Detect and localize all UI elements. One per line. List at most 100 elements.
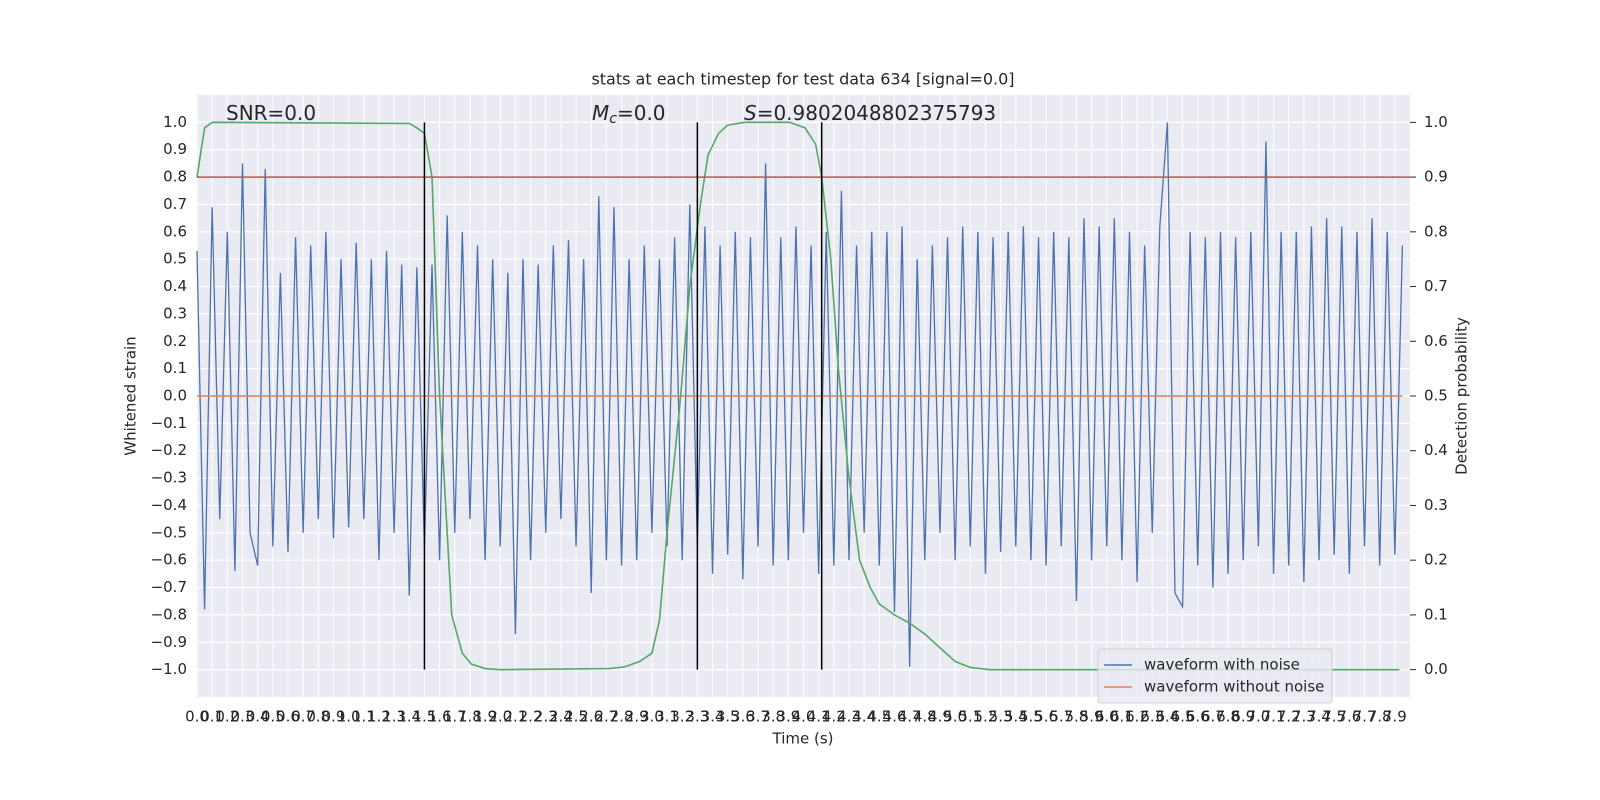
x-tick-label: 1.7 (443, 708, 467, 726)
x-tick-label: 5.4 (1004, 708, 1028, 726)
x-tick-label: 1.2 (367, 708, 391, 726)
x-tick-label: 0.1 (200, 708, 224, 726)
y-tick-label: 0.9 (163, 140, 187, 158)
x-tick-label: 6.7 (1201, 708, 1225, 726)
x-tick-label: 7.9 (1383, 708, 1407, 726)
x-tick-label: 4.8 (913, 708, 937, 726)
y-tick-label: −0.8 (151, 605, 187, 623)
x-tick-label: 4.9 (928, 708, 952, 726)
x-tick-label: 5.2 (974, 708, 998, 726)
x-tick-label: 7.0 (1246, 708, 1270, 726)
x-tick-label: 6.6 (1186, 708, 1210, 726)
y2-tick-label: 0.7 (1424, 277, 1448, 295)
y-tick-label: −0.7 (151, 578, 187, 596)
x-tick-label: 4.5 (867, 708, 891, 726)
y-tick-label: 0.1 (163, 359, 187, 377)
x-tick-label: 3.3 (685, 708, 709, 726)
y-tick-label: 0.0 (163, 387, 187, 405)
x-tick-label: 2.9 (625, 708, 649, 726)
x-tick-label: 3.6 (731, 708, 755, 726)
x-tick-label: 2.4 (549, 708, 573, 726)
x-tick-label: 1.9 (473, 708, 497, 726)
x-tick-label: 4.7 (898, 708, 922, 726)
y-tick-label: −0.2 (151, 441, 187, 459)
y2-tick-label: 0.2 (1424, 551, 1448, 569)
annotation: SNR=0.0 (226, 101, 316, 125)
x-tick-label: 4.2 (822, 708, 846, 726)
x-tick-label: 0.2 (215, 708, 239, 726)
x-axis-label: Time (s) (772, 730, 834, 748)
x-tick-label: 7.8 (1368, 708, 1392, 726)
y2-tick-label: 0.6 (1424, 332, 1448, 350)
x-tick-label: 5.8 (1064, 708, 1088, 726)
x-tick-label: 6.2 (1125, 708, 1149, 726)
y-tick-label: −0.5 (151, 523, 187, 541)
y-tick-label: 0.3 (163, 304, 187, 322)
x-tick-label: 3.1 (655, 708, 679, 726)
x-tick-label: 6.1 (1110, 708, 1134, 726)
x-tick-label: 4.6 (883, 708, 907, 726)
y2-tick-label: 0.5 (1424, 387, 1448, 405)
y-tick-label: −0.9 (151, 633, 187, 651)
x-tick-label: 5.3 (989, 708, 1013, 726)
x-tick-label: 3.4 (701, 708, 725, 726)
y2-tick-label: 0.1 (1424, 605, 1448, 623)
x-tick-label: 4.1 (807, 708, 831, 726)
y-tick-label: 0.7 (163, 195, 187, 213)
chart-title: stats at each timestep for test data 634… (591, 70, 1014, 89)
x-tick-label: 3.0 (640, 708, 664, 726)
x-tick-label: 1.3 (382, 708, 406, 726)
x-tick-label: 2.6 (579, 708, 603, 726)
x-tick-label: 6.5 (1171, 708, 1195, 726)
x-tick-label: 6.9 (1231, 708, 1255, 726)
legend: waveform with noise waveform without nois… (1097, 648, 1333, 704)
x-tick-label: 0.3 (231, 708, 255, 726)
x-tick-label: 0.7 (291, 708, 315, 726)
x-tick-label: 2.8 (610, 708, 634, 726)
y-tick-label: 0.8 (163, 168, 187, 186)
x-tick-label: 6.0 (1095, 708, 1119, 726)
x-tick-label: 5.6 (1034, 708, 1058, 726)
x-tick-label: 2.0 (488, 708, 512, 726)
y-tick-label: 0.5 (163, 250, 187, 268)
x-tick-label: 7.7 (1353, 708, 1377, 726)
x-tick-label: 7.3 (1292, 708, 1316, 726)
x-tick-label: 3.9 (776, 708, 800, 726)
x-tick-label: 7.1 (1262, 708, 1286, 726)
x-tick-label: 3.2 (670, 708, 694, 726)
y-tick-label: −0.6 (151, 551, 187, 569)
legend-box (1097, 648, 1333, 704)
y-axis-label: Whitened strain (122, 336, 140, 455)
x-tick-label: 0.0 (185, 708, 209, 726)
x-tick-label: 7.6 (1337, 708, 1361, 726)
x-tick-label: 3.8 (761, 708, 785, 726)
y2-tick-label: 0.4 (1424, 441, 1448, 459)
plot-area (196, 95, 1410, 697)
x-tick-label: 5.0 (943, 708, 967, 726)
x-tick-label: 7.4 (1307, 708, 1331, 726)
y-tick-label: −0.3 (151, 469, 187, 487)
x-tick-label: 4.4 (852, 708, 876, 726)
x-tick-label: 0.5 (261, 708, 285, 726)
y2-tick-label: 1.0 (1424, 113, 1448, 131)
legend-label: waveform with noise (1144, 656, 1300, 674)
y-tick-label: 0.4 (163, 277, 187, 295)
x-tick-label: 4.0 (792, 708, 816, 726)
x-tick-label: 1.5 (413, 708, 437, 726)
annotation-text: =0.9802048802375793 (757, 101, 996, 125)
x-tick-label: 1.6 (428, 708, 452, 726)
x-tick-label: 5.9 (1080, 708, 1104, 726)
x-tick-label: 5.1 (958, 708, 982, 726)
x-tick-label: 2.7 (594, 708, 618, 726)
x-tick-label: 0.8 (306, 708, 330, 726)
legend-label: waveform without noise (1144, 678, 1324, 696)
x-tick-label: 0.4 (246, 708, 270, 726)
x-tick-label: 6.3 (1140, 708, 1164, 726)
x-tick-label: 2.5 (564, 708, 588, 726)
series-line (196, 122, 1404, 667)
x-tick-label: 0.9 (322, 708, 346, 726)
annotation-symbol: S (744, 101, 757, 125)
y2-tick-label: 0.8 (1424, 222, 1448, 240)
annotation-text: SNR=0.0 (226, 101, 316, 125)
y2-tick-label: 0.9 (1424, 168, 1448, 186)
